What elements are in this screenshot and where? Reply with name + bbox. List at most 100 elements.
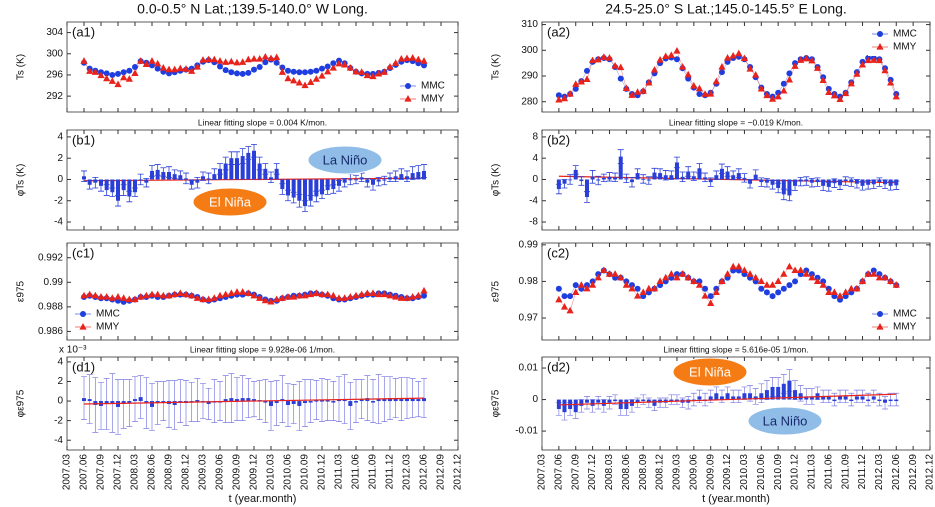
point [233,58,241,66]
fit-slope: Linear fitting slope = 9.928e-06 1/mon. [190,344,335,354]
point [256,55,264,62]
point [690,277,698,285]
bar [866,399,871,402]
y-axis-label: ε975 [491,280,502,302]
point [421,62,427,69]
point [830,288,839,296]
point [802,54,810,62]
x-tick-label: 2012.03 [402,454,413,491]
point [278,68,286,75]
bar [320,400,324,402]
point [560,303,569,310]
error-bar [279,375,286,423]
error-bar [887,392,894,407]
bar [798,393,803,400]
bar [223,399,228,402]
point [667,270,675,277]
legend-marker [404,95,412,102]
annotation-ellipse [307,145,383,175]
bar [596,399,601,403]
bar [297,401,302,406]
point [572,85,579,92]
legend-label: MMY [96,322,120,333]
error-bar [870,179,877,189]
bar [354,401,358,403]
point [159,291,167,299]
bar [274,401,279,404]
point [222,67,229,74]
error-bar [589,170,596,184]
point [285,67,291,74]
y-tick-label: -8 [529,217,538,228]
y-tick-label: 0.98 [519,276,539,287]
y-tick-label: 4 [57,132,63,143]
legend: MMC MMY [868,306,926,336]
y-tick-label: 290 [521,71,538,82]
x-tick-label: 2009.09 [705,454,716,491]
bar [787,179,792,196]
error-bar [120,184,127,196]
bar [573,399,578,413]
point [403,294,411,301]
bar [821,396,826,400]
point [763,91,771,99]
error-bar [358,172,365,182]
error-bar [882,179,889,189]
point [137,293,145,300]
point [346,64,354,71]
error-bar [752,388,759,405]
point [284,74,292,82]
error-bar [211,168,218,180]
bar [736,396,741,400]
error-bar [404,170,410,182]
point [600,266,608,274]
error-bar [296,381,303,431]
legend-label: MMY [893,322,917,333]
x-tick-label: 2012.09 [436,454,447,491]
error-bar [222,156,229,171]
legend-marker [405,83,411,89]
legend-marker [876,323,884,330]
error-bar [853,179,860,189]
y-tick-label: 0.988 [38,301,63,312]
bar [776,386,781,400]
point [786,282,793,289]
bar [618,156,623,180]
bar [331,179,336,190]
error-bar [347,382,354,430]
bar [155,401,160,404]
error-bar [353,174,359,185]
x-tick-label: 2007.09 [570,454,581,491]
legend-box [71,306,129,336]
point [273,295,281,303]
point [600,53,608,60]
fit-line [558,393,897,406]
bar [291,179,296,198]
y-tick-label: 280 [521,96,538,107]
point [307,290,315,298]
point [678,270,687,277]
point [662,273,670,281]
y-tick-label: 304 [46,27,63,38]
point [589,56,597,64]
x-tick-label: 2009.09 [232,454,243,491]
point [217,63,223,70]
x-tick-label: 2011.12 [857,454,868,490]
error-bar [307,195,314,207]
point [341,60,349,68]
panel-label: (d2) [547,359,570,374]
bar [781,383,786,400]
point [199,295,207,303]
point [656,56,664,63]
point [780,285,787,292]
x-tick-label: 2011.03 [334,454,345,490]
point [233,288,241,295]
point [182,290,190,298]
point [802,270,810,277]
point [718,277,726,285]
plot-frame [66,356,459,451]
y-axis-label: Ts (K) [16,54,27,80]
point [97,71,105,79]
y-tick-label: 0.97 [519,313,539,324]
